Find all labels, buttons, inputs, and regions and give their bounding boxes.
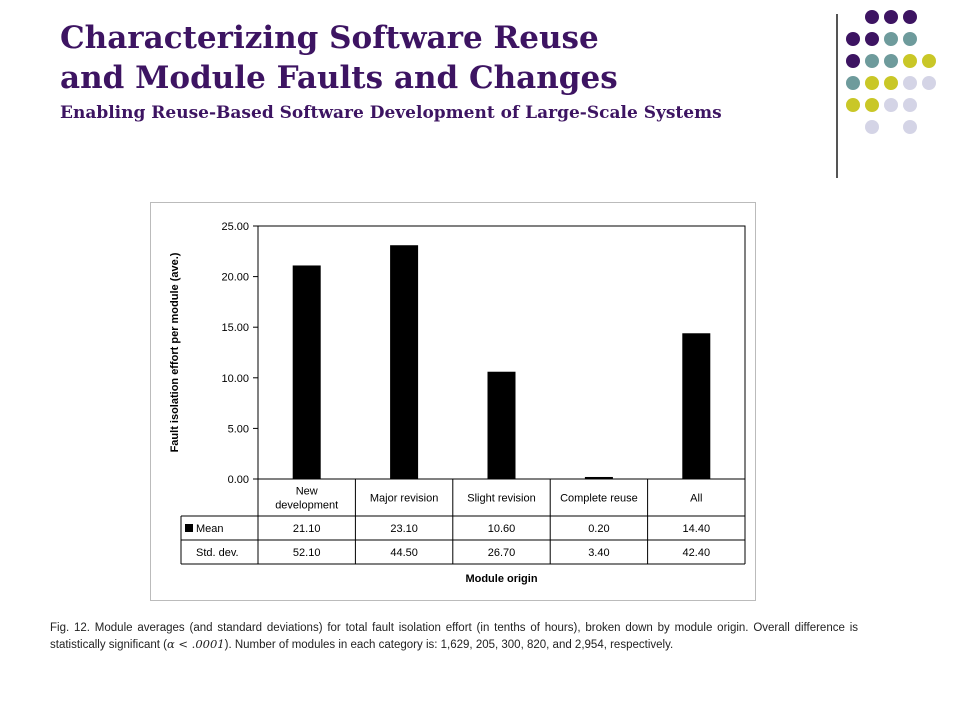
decorative-dot bbox=[903, 120, 917, 134]
x-category-label: All bbox=[690, 493, 702, 505]
decorative-dot bbox=[884, 10, 898, 24]
decorative-dot bbox=[922, 54, 936, 68]
table-cell-value: 10.60 bbox=[488, 523, 516, 535]
table-cell-value: 44.50 bbox=[390, 547, 418, 559]
decorative-dot bbox=[884, 76, 898, 90]
decorative-dot bbox=[903, 10, 917, 24]
decorative-dot bbox=[865, 10, 879, 24]
decorative-dot bbox=[865, 32, 879, 46]
table-cell-value: 3.40 bbox=[588, 547, 609, 559]
decorative-dot bbox=[903, 32, 917, 46]
bar bbox=[487, 371, 516, 479]
decorative-dot bbox=[903, 76, 917, 90]
decorative-dot bbox=[865, 98, 879, 112]
decorative-divider bbox=[836, 14, 838, 178]
decorative-dot bbox=[903, 98, 917, 112]
caption-text-1: Fig. 12. Module averages (and standard d… bbox=[50, 622, 858, 651]
bar bbox=[292, 265, 321, 479]
table-cell-value: 0.20 bbox=[588, 523, 609, 535]
x-category-label: New bbox=[296, 486, 318, 498]
caption-math: α < .0001 bbox=[166, 637, 225, 651]
decorative-dot bbox=[846, 32, 860, 46]
figure-chart: 0.00 5.00 10.00 15.00 20.00 25.00 Fault isolat… bbox=[150, 202, 756, 601]
title-line-2: and Module Faults and Changes bbox=[60, 60, 618, 96]
y-tick-label: 10.00 bbox=[221, 373, 249, 385]
slide-subtitle: Enabling Reuse-Based Software Developmen… bbox=[60, 103, 722, 123]
decorative-dot bbox=[865, 76, 879, 90]
y-tick-label: 0.00 bbox=[228, 474, 249, 486]
y-tick-label: 15.00 bbox=[221, 322, 249, 334]
bar bbox=[390, 245, 419, 479]
decorative-dot bbox=[846, 98, 860, 112]
table-cell-value: 21.10 bbox=[293, 523, 321, 535]
figure-caption: Fig. 12. Module averages (and standard d… bbox=[50, 620, 858, 653]
decorative-dot bbox=[884, 98, 898, 112]
x-category-label: Complete reuse bbox=[560, 493, 638, 505]
x-category-label: development bbox=[275, 500, 338, 512]
x-category-label: Major revision bbox=[370, 493, 438, 505]
decorative-dot bbox=[846, 76, 860, 90]
y-tick-label: 20.00 bbox=[221, 272, 249, 284]
table-cell-value: 14.40 bbox=[683, 523, 711, 535]
y-axis-label: Fault isolation effort per module (ave.) bbox=[169, 252, 181, 452]
caption-text-2: ). Number of modules in each category is… bbox=[224, 639, 674, 651]
decorative-dot bbox=[846, 54, 860, 68]
title-line-1: Characterizing Software Reuse bbox=[60, 20, 599, 56]
table-cell-value: 26.70 bbox=[488, 547, 516, 559]
decorative-dot bbox=[884, 32, 898, 46]
decorative-dot-grid bbox=[846, 10, 956, 160]
legend-swatch bbox=[185, 524, 193, 532]
decorative-dot bbox=[884, 54, 898, 68]
decorative-dot bbox=[903, 54, 917, 68]
y-tick-label: 5.00 bbox=[228, 423, 249, 435]
decorative-dot bbox=[922, 76, 936, 90]
bar bbox=[584, 476, 613, 479]
x-category-label: Slight revision bbox=[467, 493, 535, 505]
decorative-dot bbox=[865, 120, 879, 134]
table-cell-value: 52.10 bbox=[293, 547, 321, 559]
table-row-label: Mean bbox=[196, 523, 224, 535]
bar bbox=[682, 333, 711, 479]
y-tick-label: 25.00 bbox=[221, 221, 249, 233]
x-axis-label: Module origin bbox=[465, 573, 537, 585]
table-cell-value: 23.10 bbox=[390, 523, 418, 535]
table-row-label: Std. dev. bbox=[196, 547, 239, 559]
table-cell-value: 42.40 bbox=[683, 547, 711, 559]
slide-title: Characterizing Software Reuse and Module… bbox=[60, 18, 722, 126]
decorative-dot bbox=[865, 54, 879, 68]
bar-chart: 0.00 5.00 10.00 15.00 20.00 25.00 Fault isolat… bbox=[169, 221, 746, 585]
